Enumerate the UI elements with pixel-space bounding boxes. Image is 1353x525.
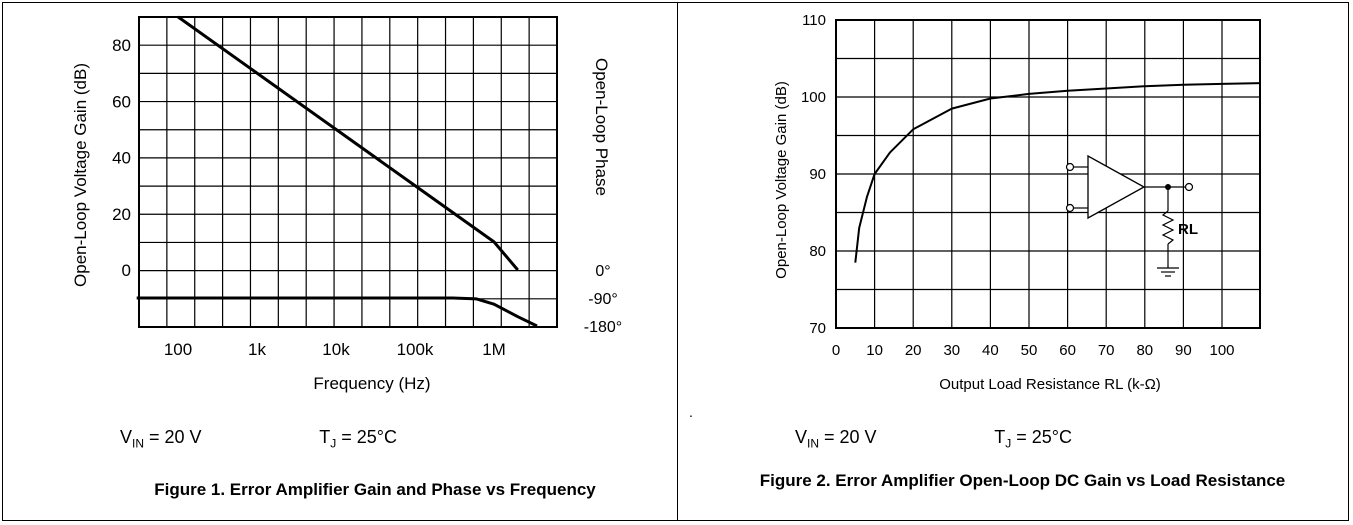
x-tick-label: 40 <box>982 342 999 359</box>
y-tick-label: 100 <box>801 89 826 106</box>
y2-tick-label: 0° <box>595 263 610 280</box>
y-tick-label: 0 <box>122 261 131 280</box>
tj-value: = 25°C <box>336 427 397 447</box>
x-axis-label: Frequency (Hz) <box>313 374 430 393</box>
vin-subscript: IN <box>807 436 820 451</box>
tj-value: = 25°C <box>1011 427 1072 447</box>
x-tick-label: 70 <box>1098 342 1115 359</box>
vin-value: = 20 V <box>144 427 202 447</box>
y-tick-label: 60 <box>112 92 131 111</box>
y-axis-label: Open-Loop Voltage Gain (dB) <box>71 63 90 287</box>
figure1-caption: Figure 1. Error Amplifier Gain and Phase… <box>154 480 596 499</box>
chart-gain-phase: 100 1k 10k 100k 1M 0 20 40 60 80 0° -90° -180° Frequ… <box>71 15 622 393</box>
x-tick-label: 0 <box>832 342 840 359</box>
x-tick-label: 100k <box>397 340 434 359</box>
amplifier-schematic: RL <box>1065 154 1198 277</box>
tj-subscript: J <box>330 436 337 451</box>
x-tick-label: 50 <box>1021 342 1038 359</box>
x-tick-label: 1k <box>248 340 266 359</box>
gain-series-line <box>177 15 519 271</box>
phase-series-line <box>136 296 538 328</box>
x-tick-label: 1M <box>482 340 506 359</box>
y-tick-label: 80 <box>112 36 131 55</box>
inset-rl-label: RL <box>1178 221 1198 238</box>
conditions-fig2: VIN = 20 V TJ = 25°C <box>795 427 1072 451</box>
op-amp-triangle <box>1087 154 1146 220</box>
tj-label: T <box>994 427 1006 447</box>
y-tick-label: 110 <box>802 12 826 29</box>
y2-tick-label: -180° <box>584 319 622 336</box>
y-tick-label: 90 <box>809 166 826 183</box>
y-tick-label: 20 <box>112 205 131 224</box>
tj-subscript: J <box>1005 436 1012 451</box>
figure2-caption: Figure 2. Error Amplifier Open-Loop DC G… <box>759 471 1286 490</box>
tj-label: T <box>319 427 331 447</box>
x-tick-label: 100 <box>164 340 192 359</box>
vin-subscript: IN <box>132 436 145 451</box>
vin-label: V <box>795 427 808 447</box>
conditions-fig1: VIN = 20 V TJ = 25°C <box>120 427 397 451</box>
plot-frame <box>138 16 558 328</box>
x-tick-label: 20 <box>905 342 922 359</box>
y2-tick-label: -90° <box>588 291 618 308</box>
x-tick-label: 10 <box>866 342 883 359</box>
y-axis-label: Open-Loop Voltage Gain (dB) <box>773 81 790 279</box>
x-tick-label: 100 <box>1209 342 1234 359</box>
x-axis-label: Output Load Resistance RL (k-Ω) <box>939 376 1161 393</box>
y-tick-label: 40 <box>112 149 131 168</box>
resistor-icon <box>1161 210 1175 245</box>
x-tick-label: 10k <box>322 340 350 359</box>
x-tick-label: 90 <box>1175 342 1192 359</box>
y-tick-label: 70 <box>809 320 826 337</box>
gain-series-line <box>854 82 1261 263</box>
vin-label: V <box>120 427 133 447</box>
chart-dc-gain: 0 10 20 30 40 50 60 70 80 90 100 70 80 90 100 110 RL Ou… <box>773 12 1261 393</box>
y-tick-label: 80 <box>809 243 826 260</box>
figure-divider <box>677 2 678 521</box>
x-tick-label: 30 <box>943 342 960 359</box>
x-tick-label: 80 <box>1136 342 1153 359</box>
y2-axis-label: Open-Loop Phase <box>592 58 611 196</box>
x-tick-label: 60 <box>1059 342 1076 359</box>
vin-value: = 20 V <box>819 427 877 447</box>
separator-mark: . <box>689 404 693 420</box>
